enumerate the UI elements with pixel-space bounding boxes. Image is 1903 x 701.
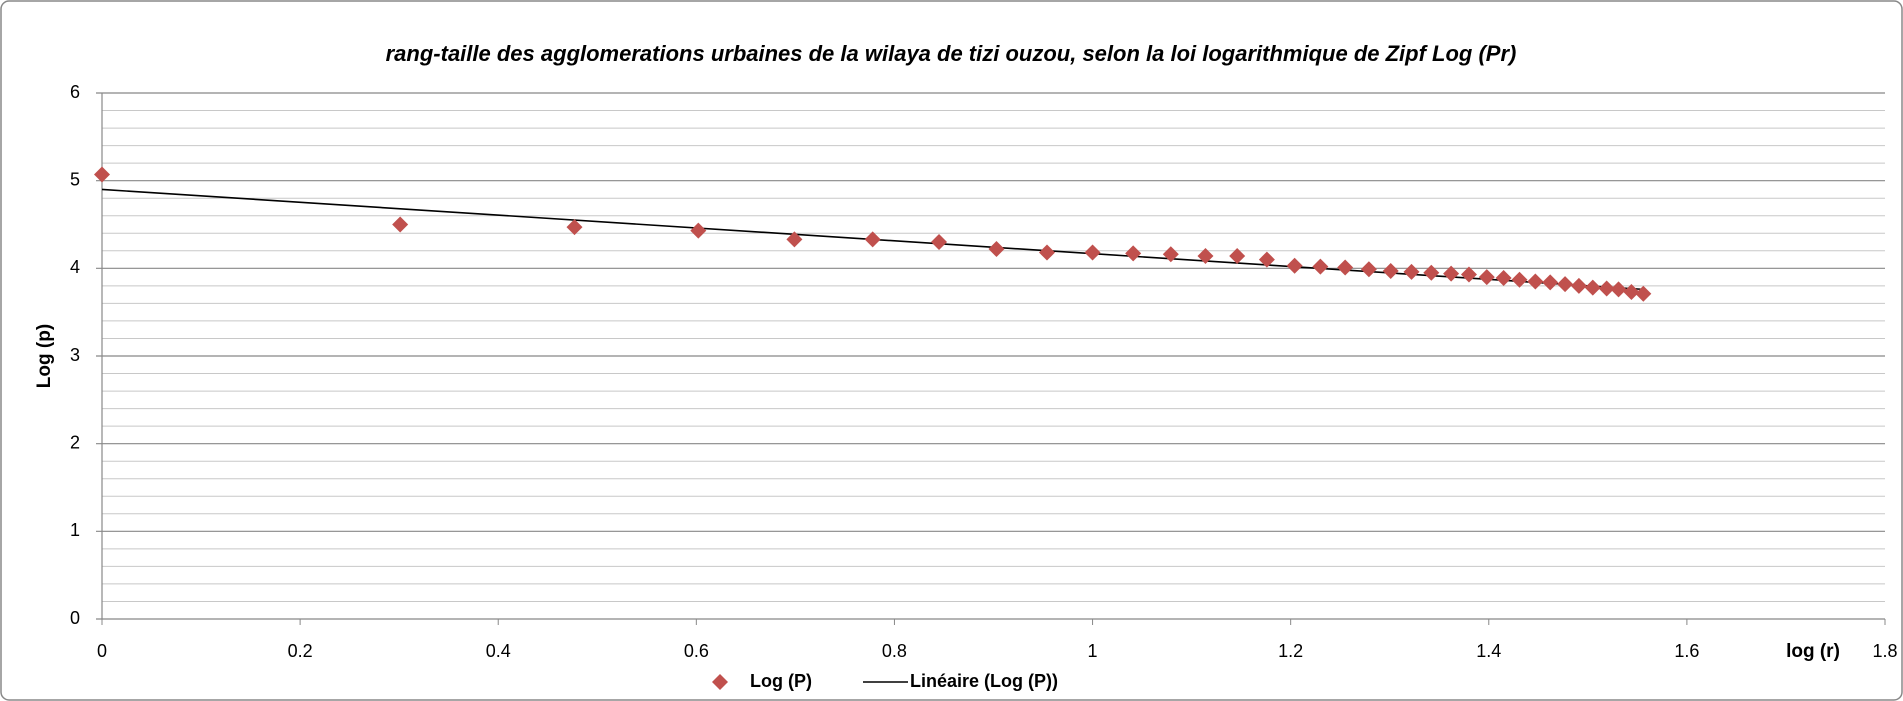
x-tick-label: 1.8	[1872, 641, 1897, 661]
x-tick-label: 1.2	[1278, 641, 1303, 661]
point	[1382, 262, 1399, 279]
x-tick-label: 1.4	[1476, 641, 1501, 661]
point	[1337, 259, 1354, 276]
point	[786, 231, 803, 248]
point	[1478, 269, 1495, 286]
point	[1286, 257, 1303, 274]
point	[1460, 266, 1477, 283]
legend-marker	[712, 674, 728, 690]
point	[1623, 284, 1640, 301]
y-tick-label: 5	[70, 169, 80, 189]
point	[931, 234, 948, 251]
point	[1423, 264, 1440, 281]
point	[1610, 281, 1627, 298]
x-tick-label: 0.4	[486, 641, 511, 661]
point	[1443, 265, 1460, 282]
x-tick-label: 0.6	[684, 641, 709, 661]
point	[1598, 280, 1615, 297]
y-tick-label: 4	[70, 257, 80, 277]
x-tick-label: 1	[1088, 641, 1098, 661]
legend-label: Linéaire (Log (P))	[910, 671, 1058, 691]
y-tick-label: 6	[70, 82, 80, 102]
y-tick-label: 1	[70, 520, 80, 540]
chart-title: rang-taille des agglomerations urbaines …	[386, 41, 1517, 66]
y-tick-label: 3	[70, 345, 80, 365]
point	[1229, 248, 1246, 265]
point	[1197, 248, 1214, 265]
point	[1162, 246, 1179, 263]
y-tick-label: 2	[70, 432, 80, 452]
point	[988, 241, 1005, 258]
point	[864, 231, 881, 248]
point	[94, 166, 110, 183]
point	[1542, 274, 1559, 291]
point	[690, 222, 707, 239]
point	[392, 216, 409, 233]
point	[1312, 258, 1329, 275]
point	[1495, 269, 1512, 286]
point	[1584, 279, 1601, 296]
point	[1038, 244, 1055, 261]
legend-label: Log (P)	[750, 671, 812, 691]
point	[1557, 276, 1574, 293]
y-axis-label: Log (p)	[34, 324, 55, 388]
x-tick-label: 0	[97, 641, 107, 661]
x-tick-label: 1.6	[1674, 641, 1699, 661]
point	[1258, 251, 1275, 268]
y-tick-label: 0	[70, 608, 80, 628]
x-tick-label: 0.8	[882, 641, 907, 661]
point	[1125, 245, 1142, 262]
point	[566, 219, 583, 236]
point	[1403, 263, 1420, 280]
point	[1511, 271, 1528, 288]
x-tick-label: 0.2	[288, 641, 313, 661]
point	[1635, 285, 1652, 302]
point	[1527, 273, 1544, 290]
point	[1570, 277, 1587, 294]
point	[1084, 244, 1101, 261]
x-axis-label: log (r)	[1786, 641, 1840, 662]
point	[1360, 261, 1377, 278]
